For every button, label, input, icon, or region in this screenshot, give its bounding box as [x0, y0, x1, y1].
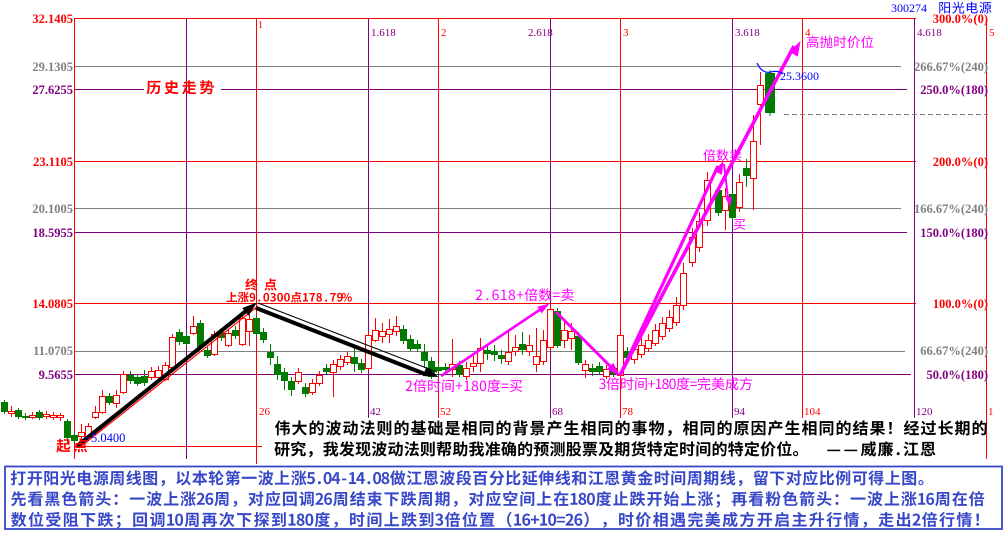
- svg-text:9.5655: 9.5655: [39, 368, 73, 382]
- svg-text:3.618: 3.618: [735, 27, 760, 39]
- svg-text:20.1005: 20.1005: [32, 202, 73, 216]
- svg-text:50.0%(180): 50.0%(180): [927, 368, 988, 382]
- svg-text:32.1405: 32.1405: [32, 12, 73, 26]
- svg-text:42: 42: [370, 406, 381, 418]
- svg-text:78: 78: [622, 406, 634, 418]
- svg-text:266.67%(240): 266.67%(240): [914, 60, 988, 74]
- svg-text:4.618: 4.618: [917, 27, 942, 39]
- svg-text:250.0%(180): 250.0%(180): [920, 83, 988, 97]
- svg-text:150.0%(180): 150.0%(180): [920, 226, 988, 240]
- svg-text:66.67%(240): 66.67%(240): [920, 344, 988, 358]
- svg-text:18.5955: 18.5955: [32, 226, 73, 240]
- svg-text:166.67%(240): 166.67%(240): [914, 202, 988, 216]
- svg-text:94: 94: [734, 406, 746, 418]
- svg-text:100.0%(0): 100.0%(0): [933, 297, 988, 311]
- svg-text:27.6255: 27.6255: [32, 83, 73, 97]
- svg-text:1: 1: [258, 20, 263, 31]
- svg-text:5: 5: [989, 27, 995, 39]
- svg-text:1: 1: [988, 406, 994, 418]
- svg-text:26: 26: [259, 406, 271, 418]
- svg-text:2: 2: [441, 27, 447, 39]
- svg-text:300274: 300274: [891, 1, 927, 15]
- svg-text:1.618: 1.618: [371, 27, 396, 39]
- svg-text:4: 4: [805, 27, 811, 39]
- svg-text:−5.0400: −5.0400: [84, 431, 125, 445]
- svg-text:2.618: 2.618: [528, 27, 553, 39]
- svg-text:68: 68: [552, 406, 564, 418]
- svg-text:52: 52: [440, 406, 451, 418]
- svg-text:29.1305: 29.1305: [32, 60, 73, 74]
- svg-text:14.0805: 14.0805: [32, 297, 73, 311]
- svg-text:104: 104: [804, 406, 821, 418]
- svg-text:25.3600: 25.3600: [780, 69, 819, 83]
- svg-text:23.1105: 23.1105: [33, 155, 73, 169]
- svg-text:3: 3: [623, 27, 629, 39]
- svg-text:120: 120: [916, 406, 933, 418]
- svg-text:300.0%(0): 300.0%(0): [933, 12, 988, 26]
- svg-text:200.0%(0): 200.0%(0): [933, 155, 988, 169]
- svg-text:11.0705: 11.0705: [33, 344, 73, 358]
